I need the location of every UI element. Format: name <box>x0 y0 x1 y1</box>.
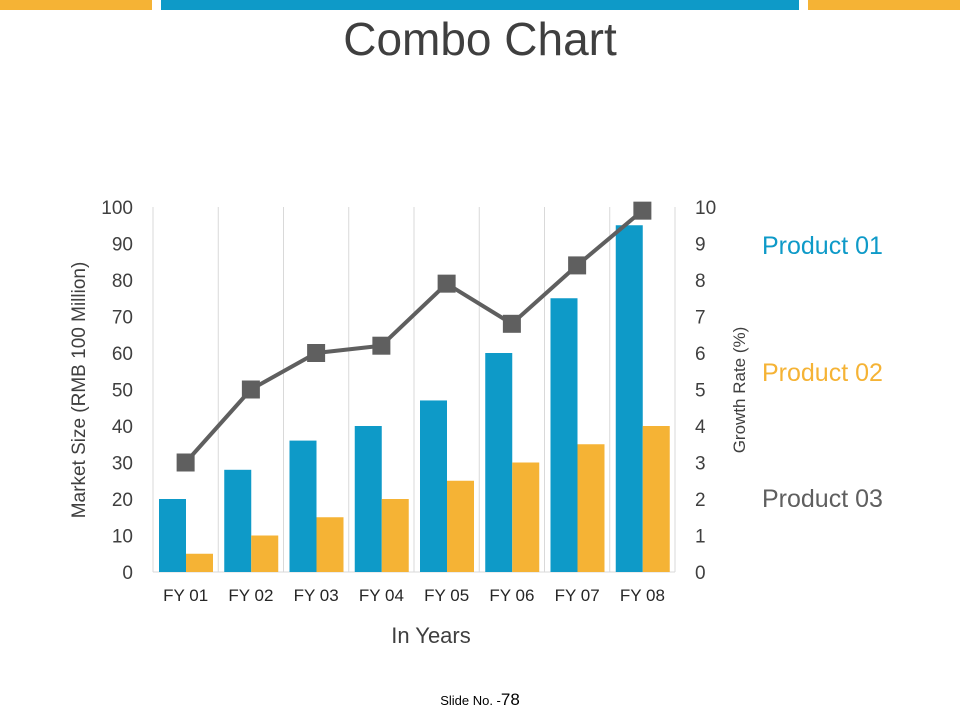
x-tick-label: FY 08 <box>620 586 665 605</box>
top-accent-bar-right <box>808 0 960 10</box>
y-tick-label-right: 7 <box>695 308 706 329</box>
legend-product-03: Product 03 <box>762 485 883 513</box>
bar-product-01 <box>420 400 447 572</box>
marker-product-03 <box>437 274 456 293</box>
y-tick-label-left: 70 <box>112 308 133 329</box>
y-tick-label-left: 90 <box>112 235 133 256</box>
marker-product-03 <box>568 256 587 275</box>
x-tick-label: FY 02 <box>228 586 273 605</box>
bar-product-02 <box>577 444 605 572</box>
bar-product-02 <box>512 462 540 572</box>
x-tick-label: FY 07 <box>555 586 600 605</box>
slide-number: Slide No. -78 <box>0 690 960 710</box>
bar-product-02 <box>381 499 409 572</box>
bar-product-01 <box>159 499 186 572</box>
y-tick-label-right: 2 <box>695 490 706 511</box>
marker-product-03 <box>307 344 326 362</box>
y-tick-label-right: 10 <box>695 198 716 219</box>
y-tick-label-right: 3 <box>695 454 706 475</box>
marker-product-03 <box>176 453 195 472</box>
bar-product-01 <box>224 469 252 572</box>
bar-product-02 <box>186 553 213 572</box>
y-axis-title-right: Growth Rate (%) <box>730 327 749 454</box>
legend-product-02: Product 02 <box>762 359 883 387</box>
y-tick-label-left: 10 <box>112 527 133 548</box>
marker-product-03 <box>633 201 652 220</box>
x-axis-title: In Years <box>391 623 471 648</box>
y-tick-label-left: 0 <box>122 563 133 584</box>
bar-product-02 <box>251 535 279 572</box>
y-tick-label-left: 100 <box>101 198 133 219</box>
y-tick-label-left: 20 <box>112 490 133 511</box>
x-tick-label: FY 01 <box>163 586 208 605</box>
y-tick-label-left: 30 <box>112 454 133 475</box>
y-tick-label-right: 0 <box>695 563 706 584</box>
slide-number-label: Slide No. - <box>440 693 501 708</box>
y-tick-label-right: 6 <box>695 344 706 365</box>
bar-product-02 <box>316 517 344 572</box>
y-tick-label-right: 1 <box>695 527 706 548</box>
bar-product-02 <box>447 480 474 572</box>
y-tick-label-right: 9 <box>695 235 706 256</box>
marker-product-03 <box>502 314 521 333</box>
x-tick-label: FY 03 <box>294 586 339 605</box>
y-tick-label-left: 80 <box>112 271 133 292</box>
line-product-03 <box>184 209 644 464</box>
slide-title: Combo Chart <box>343 13 617 65</box>
legend-product-01: Product 01 <box>762 232 883 260</box>
bar-product-01 <box>550 298 578 572</box>
bar-product-01 <box>615 225 643 572</box>
marker-product-03 <box>372 336 391 355</box>
top-accent-bar-center <box>161 0 799 10</box>
top-accent-bar-left <box>0 0 152 10</box>
x-tick-label: FY 05 <box>424 586 469 605</box>
slide-number-value: 78 <box>500 690 520 709</box>
y-axis-title-left: Market Size (RMB 100 Million) <box>69 262 90 519</box>
y-tick-label-left: 60 <box>112 344 133 365</box>
x-tick-label: FY 04 <box>359 586 404 605</box>
x-tick-label: FY 06 <box>489 586 534 605</box>
marker-product-03 <box>241 380 260 399</box>
y-tick-label-right: 4 <box>695 417 706 438</box>
bar-product-01 <box>485 353 513 572</box>
y-tick-label-right: 5 <box>695 381 706 402</box>
bar-product-01 <box>354 426 382 572</box>
y-tick-label-right: 8 <box>695 271 706 292</box>
bar-product-01 <box>289 440 317 572</box>
bar-product-02 <box>642 426 670 572</box>
y-tick-label-left: 50 <box>112 381 133 402</box>
y-tick-label-left: 40 <box>112 417 133 438</box>
